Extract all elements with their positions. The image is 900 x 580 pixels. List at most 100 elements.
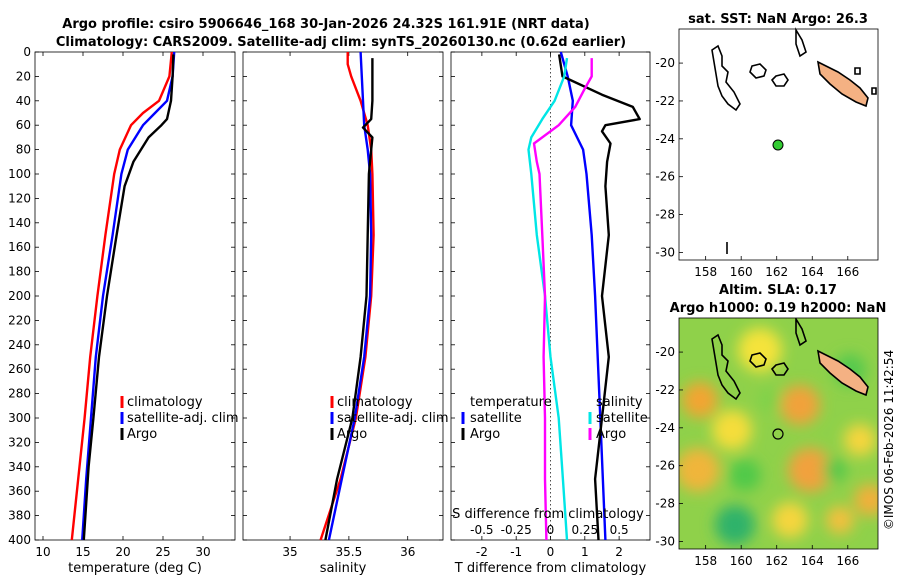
sla-coast-islet-b bbox=[770, 362, 789, 376]
sla-blob bbox=[715, 505, 755, 545]
x-tick-label: 20 bbox=[115, 545, 130, 559]
lat-tick-label: -28 bbox=[655, 497, 675, 511]
lon-tick-label: 158 bbox=[694, 265, 717, 279]
lat-tick-label: -20 bbox=[655, 56, 675, 70]
lon-tick-label: 158 bbox=[694, 554, 717, 568]
series-line-salinity-satellite bbox=[527, 57, 569, 541]
lat-tick-label: -28 bbox=[655, 208, 675, 222]
legend-temperature-header: temperature bbox=[470, 395, 552, 410]
x-tick-label: 30 bbox=[195, 545, 210, 559]
y-tick-label: 200 bbox=[8, 289, 31, 303]
x-tick-label: 25 bbox=[155, 545, 170, 559]
x-tick-label: 0 bbox=[547, 545, 555, 559]
argo-float-marker-sla bbox=[772, 428, 784, 440]
temperature-panel: 0 20 40 60 80 100 120 140 160 180 200 220 240 260 280 3… bbox=[8, 45, 236, 576]
sla-coast-islet-a bbox=[749, 352, 767, 368]
x-tick-label: -1 bbox=[510, 545, 522, 559]
series-line-climatology bbox=[70, 51, 173, 541]
salinity-panel: 35 35.5 36 salinity bbox=[242, 51, 444, 576]
sst-map-ticks: 158 160 162 164 166 -20 -22 -24 -26 -28 -30 bbox=[655, 56, 859, 279]
y-tick-label: 80 bbox=[16, 143, 31, 157]
legend-s-sat-label: satellite bbox=[596, 411, 648, 426]
sst-coast-east-small bbox=[871, 87, 877, 95]
lon-tick-label: 160 bbox=[730, 554, 753, 568]
sla-blob bbox=[780, 385, 820, 425]
lon-tick-label: 166 bbox=[836, 265, 859, 279]
sst-coast-islet-a bbox=[749, 63, 767, 79]
legend-t-argo-label: Argo bbox=[470, 427, 500, 442]
lon-tick-label: 162 bbox=[765, 554, 788, 568]
x-tick-label: 36 bbox=[400, 545, 415, 559]
sst-coast-east-islet bbox=[854, 67, 861, 75]
sst-coast-west-island bbox=[711, 44, 741, 112]
s-diff-tick-label: -0.25 bbox=[501, 523, 532, 537]
sla-map-frame bbox=[678, 317, 879, 550]
s-diff-tick-label: -0.5 bbox=[470, 523, 493, 537]
y-tick-label: 240 bbox=[8, 338, 31, 352]
lat-tick-label: -22 bbox=[655, 383, 675, 397]
y-tick-label: 20 bbox=[16, 69, 31, 83]
x-tick-label: 35.5 bbox=[336, 545, 363, 559]
sst-map-title: sat. SST: NaN Argo: 26.3 bbox=[688, 12, 868, 27]
y-tick-label: 180 bbox=[8, 265, 31, 279]
sst-new-caledonia bbox=[816, 60, 869, 108]
y-tick-label: 320 bbox=[8, 435, 31, 449]
sla-blob bbox=[712, 410, 752, 450]
sla-blob bbox=[823, 458, 847, 482]
y-tick-label: 100 bbox=[8, 167, 31, 181]
sla-blob bbox=[679, 448, 720, 492]
series-line-temperature-satellite bbox=[559, 51, 607, 541]
sla-blob bbox=[729, 459, 761, 491]
y-tick-label: 360 bbox=[8, 484, 31, 498]
y-tick-label: 220 bbox=[8, 313, 31, 327]
legend-s-argo-label: Argo bbox=[596, 427, 626, 442]
x-tick-label: 35 bbox=[282, 545, 297, 559]
lat-tick-label: -24 bbox=[655, 132, 675, 146]
s-diff-tick-label: 0.25 bbox=[571, 523, 598, 537]
y-tick-label: 260 bbox=[8, 362, 31, 376]
x-axis-label: T difference from climatology bbox=[454, 561, 647, 576]
y-tick-label: 300 bbox=[8, 411, 31, 425]
x-axis-label: salinity bbox=[320, 561, 367, 576]
sla-new-caledonia bbox=[816, 349, 869, 397]
y-tick-label: 340 bbox=[8, 460, 31, 474]
y-tick-label: 140 bbox=[8, 216, 31, 230]
legend-clim-label: climatology bbox=[337, 395, 413, 410]
sla-blob bbox=[772, 502, 808, 538]
temperature-legend: climatology satellite-adj. clim Argo bbox=[120, 395, 239, 442]
x-tick-label: 2 bbox=[615, 545, 623, 559]
y-tick-label: 280 bbox=[8, 387, 31, 401]
imos-watermark: ©IMOS 06-Feb-2026 11:42:54 bbox=[882, 350, 896, 530]
legend-salinity-header: salinity bbox=[596, 395, 643, 410]
y-tick-label: 400 bbox=[8, 533, 31, 547]
lat-tick-label: -24 bbox=[655, 421, 675, 435]
sla-blob bbox=[788, 448, 832, 492]
s-diff-ticks: -0.5 -0.25 0 0.25 0.5 bbox=[470, 523, 628, 537]
lon-tick-label: 164 bbox=[801, 554, 824, 568]
sla-blob bbox=[758, 388, 782, 412]
lon-tick-label: 162 bbox=[765, 265, 788, 279]
lat-tick-label: -30 bbox=[655, 534, 675, 548]
sla-blob bbox=[844, 424, 876, 456]
sla-blob bbox=[738, 328, 782, 372]
difference-panel: -2 -1 0 1 2 T difference from climatology bbox=[450, 51, 651, 576]
s-diff-tick-label: 0.5 bbox=[610, 523, 629, 537]
sla-map bbox=[679, 318, 878, 549]
lon-tick-label: 160 bbox=[730, 265, 753, 279]
legend-sat-label: satellite-adj. clim bbox=[337, 411, 449, 426]
y-tick-label: 0 bbox=[23, 45, 31, 59]
sla-blob bbox=[826, 506, 854, 534]
lat-tick-label: -30 bbox=[655, 245, 675, 259]
sst-coast-north-reef bbox=[795, 27, 807, 58]
y-tick-label: 60 bbox=[16, 118, 31, 132]
sla-blob bbox=[854, 484, 878, 516]
sla-coast-west-island bbox=[711, 333, 741, 401]
legend-sat-label: satellite-adj. clim bbox=[127, 411, 239, 426]
series-line-argo bbox=[324, 58, 374, 541]
series-line-argo bbox=[82, 54, 175, 541]
x-tick-label: 10 bbox=[35, 545, 50, 559]
axes-frame bbox=[34, 51, 236, 541]
sla-coast-north-reef bbox=[795, 318, 807, 347]
x-axis-label: temperature (deg C) bbox=[68, 561, 202, 576]
